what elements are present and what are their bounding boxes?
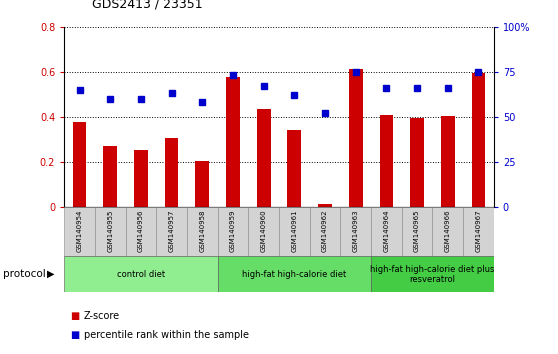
Text: GSM140954: GSM140954 bbox=[76, 210, 83, 252]
Text: GSM140957: GSM140957 bbox=[169, 210, 175, 252]
Bar bbox=[287, 130, 301, 207]
Bar bbox=[64, 256, 218, 292]
Bar bbox=[410, 118, 424, 207]
Text: ■: ■ bbox=[70, 311, 79, 321]
Bar bbox=[318, 204, 332, 207]
Bar bbox=[195, 161, 209, 207]
Text: GSM140956: GSM140956 bbox=[138, 210, 144, 252]
Bar bbox=[349, 69, 363, 207]
Text: GSM140966: GSM140966 bbox=[445, 210, 451, 252]
Text: GSM140964: GSM140964 bbox=[383, 210, 389, 252]
Bar bbox=[257, 109, 271, 207]
Bar bbox=[402, 207, 432, 256]
Bar bbox=[472, 73, 485, 207]
Bar bbox=[379, 115, 393, 207]
Text: GSM140959: GSM140959 bbox=[230, 210, 236, 252]
Bar bbox=[218, 256, 371, 292]
Text: ▶: ▶ bbox=[47, 269, 55, 279]
Text: high-fat high-calorie diet: high-fat high-calorie diet bbox=[242, 270, 347, 279]
Bar bbox=[226, 77, 240, 207]
Text: control diet: control diet bbox=[117, 270, 165, 279]
Bar bbox=[126, 207, 156, 256]
Bar bbox=[441, 116, 455, 207]
Text: Z-score: Z-score bbox=[84, 311, 120, 321]
Text: percentile rank within the sample: percentile rank within the sample bbox=[84, 330, 249, 341]
Text: GSM140967: GSM140967 bbox=[475, 210, 482, 252]
Text: GSM140965: GSM140965 bbox=[414, 210, 420, 252]
Text: high-fat high-calorie diet plus
resveratrol: high-fat high-calorie diet plus resverat… bbox=[371, 264, 494, 284]
Bar bbox=[310, 207, 340, 256]
Bar bbox=[218, 207, 248, 256]
Text: GSM140955: GSM140955 bbox=[107, 210, 113, 252]
Bar bbox=[134, 149, 148, 207]
Bar bbox=[371, 207, 402, 256]
Text: ■: ■ bbox=[70, 330, 79, 341]
Bar bbox=[248, 207, 279, 256]
Text: GSM140961: GSM140961 bbox=[291, 210, 297, 252]
Bar bbox=[340, 207, 371, 256]
Bar bbox=[463, 207, 494, 256]
Text: GSM140960: GSM140960 bbox=[261, 210, 267, 252]
Bar bbox=[432, 207, 463, 256]
Bar bbox=[73, 122, 86, 207]
Text: GSM140958: GSM140958 bbox=[199, 210, 205, 252]
Text: GSM140963: GSM140963 bbox=[353, 210, 359, 252]
Bar bbox=[156, 207, 187, 256]
Bar bbox=[187, 207, 218, 256]
Text: protocol: protocol bbox=[3, 269, 46, 279]
Bar bbox=[165, 138, 179, 207]
Bar bbox=[371, 256, 494, 292]
Bar bbox=[95, 207, 126, 256]
Bar bbox=[64, 207, 95, 256]
Text: GSM140962: GSM140962 bbox=[322, 210, 328, 252]
Text: GDS2413 / 23351: GDS2413 / 23351 bbox=[92, 0, 203, 11]
Bar bbox=[279, 207, 310, 256]
Bar bbox=[103, 146, 117, 207]
